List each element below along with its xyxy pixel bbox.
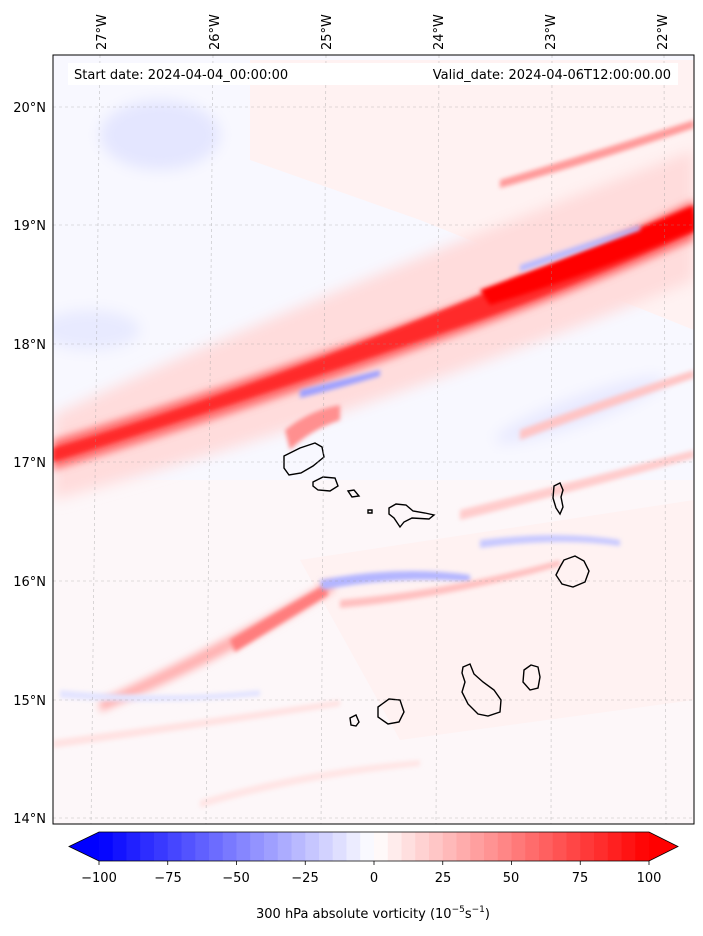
- valid-date-text: Valid_date: 2024-04-06T12:00:00.00: [433, 68, 671, 83]
- colorbar-segment: [209, 832, 224, 861]
- colorbar-segment: [181, 832, 196, 861]
- cb-tick-label: 25: [435, 871, 452, 886]
- colorbar-segment: [442, 832, 458, 861]
- colorbar-segment: [332, 832, 348, 861]
- colorbar-ticks: [98, 861, 650, 865]
- cb-tick-label: −100: [81, 871, 117, 886]
- colorbar-segment: [264, 832, 279, 861]
- cb-tick-label: −50: [222, 871, 249, 886]
- colorbar-segment: [539, 832, 554, 861]
- colorbar-segment: [580, 832, 595, 861]
- colorbar-segment: [594, 832, 609, 861]
- latitude-labels: 20°N 19°N 18°N 17°N 16°N 15°N 14°N: [13, 101, 46, 827]
- island-maio: [522, 664, 541, 691]
- gridlines: [53, 55, 694, 824]
- cb-tick-label: −75: [154, 871, 181, 886]
- lat-label: 19°N: [13, 219, 46, 234]
- lat-label: 17°N: [13, 456, 46, 471]
- info-box: [68, 63, 678, 85]
- island-sal: [552, 482, 564, 516]
- island-boa-vista: [555, 555, 590, 588]
- colorbar-segment: [552, 832, 568, 861]
- coastlines: [283, 442, 590, 727]
- lon-label: 25°W: [320, 14, 335, 50]
- colorbar-segment: [195, 832, 210, 861]
- colorbar-segment: [374, 832, 389, 861]
- lon-label: 27°W: [95, 14, 110, 50]
- island-brava: [349, 714, 360, 727]
- colorbar-segment: [456, 832, 471, 861]
- cb-tick-label: 75: [572, 871, 589, 886]
- colorbar-extend-low: [69, 832, 99, 861]
- colorbar-segment: [154, 832, 169, 861]
- colorbar-segment: [305, 832, 320, 861]
- colorbar-segment: [126, 832, 141, 861]
- colorbar-segment: [470, 832, 485, 861]
- map-frame: [52, 54, 695, 825]
- colorbar-segment: [99, 832, 114, 861]
- colorbar-segment: [429, 832, 444, 861]
- lon-label: 24°W: [432, 14, 447, 50]
- longitude-labels: 27°W 26°W 25°W 24°W 23°W 22°W: [95, 14, 671, 50]
- colorbar-segment: [222, 832, 238, 861]
- colorbar-extend-high: [649, 832, 678, 861]
- island-fogo: [377, 698, 405, 725]
- island-santo-antao: [283, 442, 325, 476]
- lat-label: 20°N: [13, 101, 46, 116]
- colorbar-segment: [112, 832, 128, 861]
- lon-label: 26°W: [208, 14, 223, 50]
- colorbar-segment: [621, 832, 636, 861]
- colorbar-segment: [511, 832, 526, 861]
- colorbar-label: 300 hPa absolute vorticity (10−5s−1): [256, 905, 490, 922]
- island-sao-nicolau: [388, 503, 436, 529]
- lat-label: 18°N: [13, 338, 46, 353]
- cb-tick-label: −25: [291, 871, 318, 886]
- colorbar-segment: [387, 832, 403, 861]
- colorbar-segment: [167, 832, 183, 861]
- island-santa-luzia: [346, 489, 361, 498]
- island-santiago: [461, 663, 502, 717]
- lon-label: 23°W: [544, 14, 559, 50]
- lon-label: 22°W: [656, 14, 671, 50]
- island-sao-vicente: [312, 476, 339, 492]
- cb-tick-label: 100: [637, 871, 662, 886]
- colorbar-tick-labels: −100 −75 −50 −25 0 25 50 75 100: [81, 871, 661, 886]
- colorbar-segment: [566, 832, 581, 861]
- colorbar: −100 −75 −50 −25 0 25 50 75 100 300 hPa …: [68, 831, 679, 922]
- colorbar-segment: [497, 832, 513, 861]
- lat-label: 16°N: [13, 575, 46, 590]
- lat-label: 14°N: [13, 812, 46, 827]
- lat-label: 15°N: [13, 694, 46, 709]
- colorbar-segment: [346, 832, 361, 861]
- start-date-text: Start date: 2024-04-04_00:00:00: [74, 68, 288, 83]
- colorbar-segment: [635, 832, 650, 861]
- colorbar-segment: [484, 832, 499, 861]
- colorbar-segment: [140, 832, 155, 861]
- colorbar-segment: [607, 832, 623, 861]
- colorbar-segment: [277, 832, 293, 861]
- colorbar-segment: [401, 832, 416, 861]
- cb-tick-label: 0: [370, 871, 378, 886]
- colorbar-segment: [236, 832, 251, 861]
- colorbar-segment: [415, 832, 430, 861]
- colorbar-segment: [360, 832, 375, 861]
- colorbar-segment: [319, 832, 334, 861]
- vorticity-field: [53, 55, 694, 824]
- colorbar-segment: [291, 832, 306, 861]
- colorbar-segment: [250, 832, 265, 861]
- island-raso: [367, 509, 373, 514]
- colorbar-segments: [99, 832, 650, 861]
- cb-tick-label: 50: [503, 871, 520, 886]
- colorbar-segment: [525, 832, 540, 861]
